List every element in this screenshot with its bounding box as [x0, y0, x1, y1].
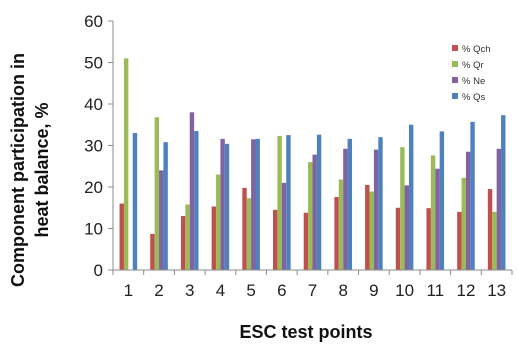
- x-tick-label: 13: [487, 281, 506, 300]
- legend-label: % Qr: [462, 60, 484, 71]
- bar-qr-9: [369, 191, 374, 270]
- bar-qs-12: [470, 121, 475, 270]
- bar-qch-4: [211, 206, 217, 270]
- x-tick-label: 10: [395, 281, 414, 300]
- bar-qr-1: [123, 58, 129, 270]
- legend-swatch: [452, 77, 458, 83]
- y-axis-title-line-2: heat balance, %: [32, 102, 52, 237]
- y-tick-label: 20: [84, 178, 103, 197]
- x-tick-label: 6: [277, 281, 286, 300]
- bar-qch-3: [180, 216, 186, 270]
- bar-qch-10: [395, 207, 401, 270]
- x-tick-label: 3: [185, 281, 194, 300]
- legend-label: % Qch: [462, 44, 491, 55]
- bar-qch-13: [487, 189, 493, 270]
- bar-ne-9: [373, 149, 379, 270]
- bar-qr-2: [154, 117, 160, 270]
- y-axis-title-line-1: Component participation in: [8, 53, 28, 287]
- bar-qs-5: [255, 138, 260, 270]
- y-axis-title: Component participation in heat balance,…: [8, 53, 52, 287]
- x-tick-label: 8: [338, 281, 347, 300]
- bar-qs-2: [163, 142, 168, 270]
- x-tick-label: 12: [457, 281, 476, 300]
- x-tick-label: 5: [246, 281, 255, 300]
- bar-qs-13: [501, 115, 506, 270]
- bar-qch-2: [150, 233, 155, 270]
- bar-qs-11: [439, 131, 445, 270]
- bar-ne-10: [404, 185, 409, 270]
- x-axis-ticks: 1 2 3 4 5 6 7 8 9 10 11 12 13: [112, 270, 513, 300]
- bar-ne-2: [159, 170, 164, 270]
- y-tick-label: 50: [84, 54, 103, 73]
- bar-qs-9: [378, 137, 383, 270]
- x-tick-label: 11: [426, 281, 444, 300]
- bar-qr-7: [308, 162, 313, 270]
- bar-qr-13: [492, 211, 497, 270]
- bar-qch-5: [242, 187, 247, 270]
- bar-qch-11: [426, 208, 431, 270]
- bar-qch-6: [273, 209, 278, 270]
- bar-qch-12: [457, 211, 462, 270]
- bar-ne-13: [496, 148, 502, 270]
- y-tick-label: 30: [84, 137, 103, 156]
- bar-qr-12: [461, 177, 466, 270]
- legend-label: % Ne: [462, 76, 485, 87]
- bars-group: [119, 58, 506, 270]
- bar-qch-9: [365, 184, 370, 270]
- x-tick-label: 2: [154, 281, 163, 300]
- bar-qs-4: [224, 143, 230, 270]
- bar-qr-4: [216, 174, 221, 270]
- legend-swatch: [452, 45, 458, 51]
- bar-ne-4: [220, 138, 225, 270]
- x-tick-label: 1: [124, 281, 133, 300]
- y-tick-label: 0: [94, 261, 103, 280]
- bar-qr-6: [277, 135, 282, 270]
- y-tick-label: 60: [84, 12, 103, 31]
- bar-qs-10: [408, 124, 414, 270]
- y-axis-ticks: 0 10 20 30 40 50 60: [84, 12, 113, 280]
- bar-qs-3: [194, 130, 199, 270]
- bar-qch-1: [119, 203, 124, 270]
- bar-qs-8: [347, 138, 352, 270]
- bar-ne-8: [343, 148, 348, 270]
- y-tick-label: 10: [84, 220, 103, 239]
- x-tick-label: 4: [216, 281, 225, 300]
- legend-swatch: [452, 61, 458, 67]
- legend-label: % Qs: [462, 92, 485, 103]
- bar-ne-6: [281, 182, 287, 270]
- bar-qch-8: [334, 196, 339, 270]
- bar-qr-11: [430, 155, 436, 270]
- bar-ne-3: [189, 112, 195, 270]
- bar-qr-10: [400, 147, 405, 270]
- bar-qs-6: [286, 135, 291, 270]
- x-tick-label: 7: [308, 281, 317, 300]
- bar-qr-5: [246, 198, 252, 270]
- bar-qs-7: [316, 134, 322, 270]
- bar-qr-3: [185, 204, 190, 270]
- x-tick-label: 9: [369, 281, 378, 300]
- legend: % Qch % Qr % Ne % Qs: [452, 44, 491, 103]
- bar-ne-7: [312, 154, 317, 270]
- bar-qch-7: [303, 212, 309, 270]
- bar-qs-1: [132, 133, 138, 270]
- bar-ne-5: [251, 139, 256, 270]
- x-axis-title: ESC test points: [239, 322, 372, 342]
- bar-qr-8: [338, 179, 344, 270]
- bar-ne-11: [435, 168, 440, 270]
- legend-swatch: [452, 93, 458, 99]
- y-tick-label: 40: [84, 95, 103, 114]
- bar-ne-12: [465, 151, 471, 270]
